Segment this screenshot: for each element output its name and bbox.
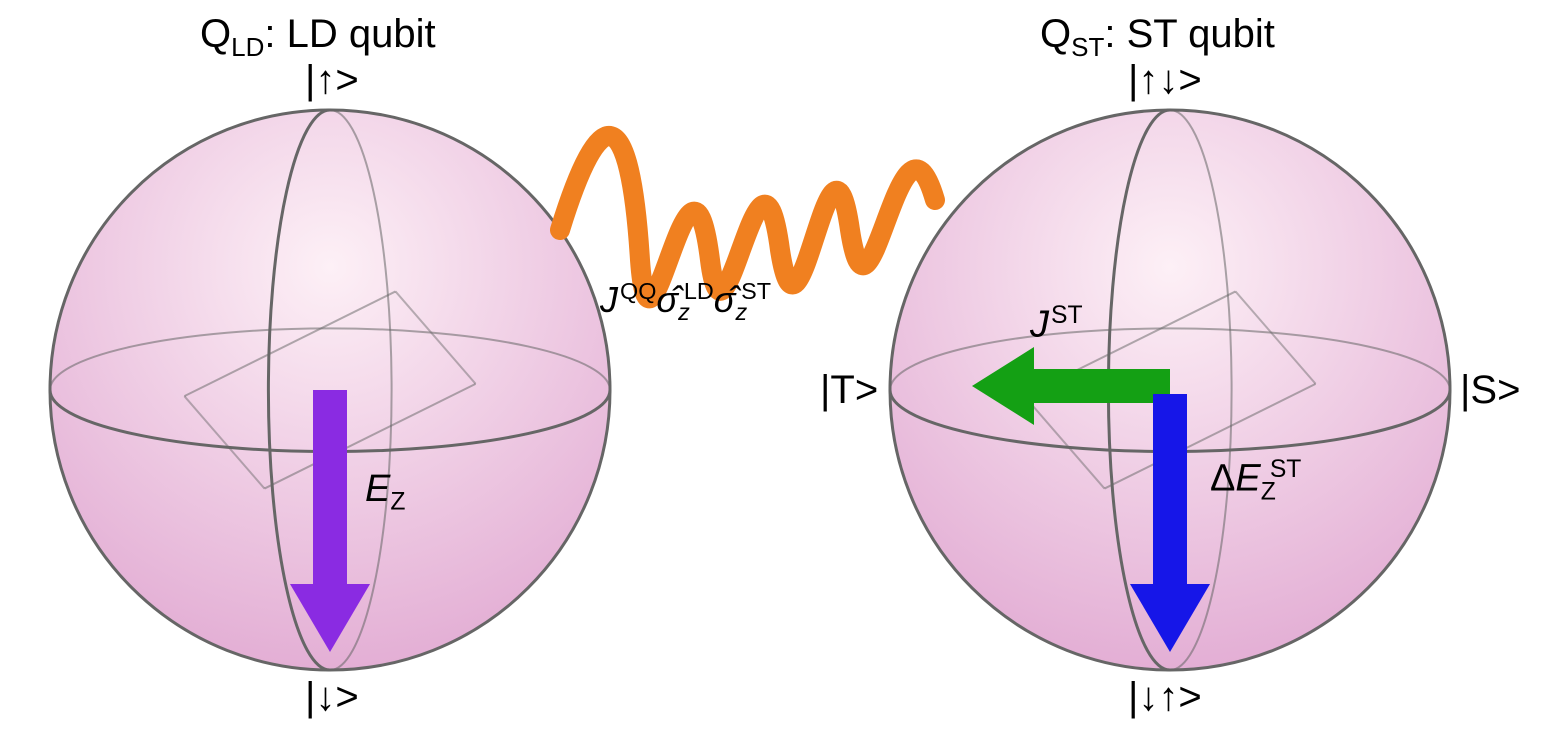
diagram-svg (0, 0, 1552, 744)
state-right-top: |↑↓> (1128, 58, 1202, 103)
label-jst: JST (1030, 302, 1083, 347)
title-right: QST: ST qubit (1040, 12, 1275, 63)
coupling-wave-icon (560, 136, 935, 298)
diagram-stage: QLD: LD qubit QST: ST qubit |↑> |↓> |↑↓> |↓↑>… (0, 0, 1552, 744)
state-right-T: |T> (820, 368, 878, 413)
title-left: QLD: LD qubit (200, 12, 436, 63)
label-dEz: ΔEZST (1210, 456, 1301, 506)
state-left-bottom: |↓> (305, 675, 359, 720)
label-ez: EZ (365, 468, 405, 517)
coupling-formula: JQQσ̂zLDσ̂zST (600, 278, 771, 326)
state-right-S: |S> (1460, 368, 1520, 413)
state-right-bottom: |↓↑> (1128, 675, 1202, 720)
state-left-top: |↑> (305, 58, 359, 103)
